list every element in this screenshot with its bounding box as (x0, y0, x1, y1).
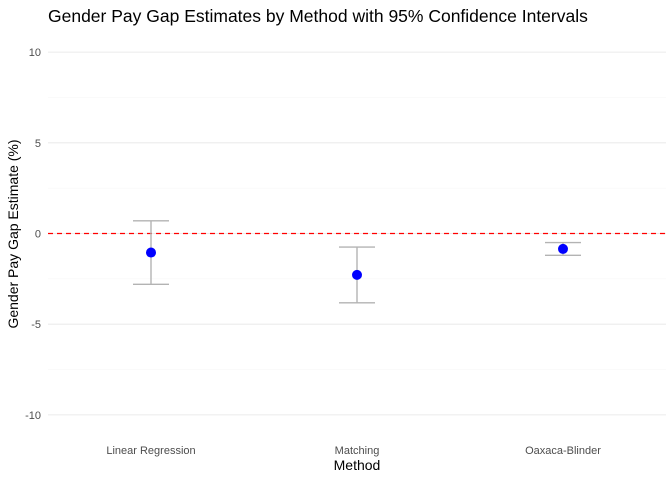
estimate-point (352, 269, 362, 280)
x-axis-title: Method (334, 457, 381, 473)
y-tick-label: -10 (25, 410, 41, 422)
chart-title: Gender Pay Gap Estimates by Method with … (48, 6, 588, 26)
x-tick-label: Matching (335, 445, 380, 457)
x-tick-labels: Linear Regression Matching Oaxaca-Blinder (106, 445, 601, 457)
y-tick-label: 10 (29, 47, 41, 59)
x-tick-label: Linear Regression (106, 445, 195, 457)
y-axis-title: Gender Pay Gap Estimate (%) (5, 139, 21, 328)
y-tick-labels: -10 -5 0 5 10 (25, 47, 41, 422)
estimate-point (146, 247, 156, 258)
y-tick-label: 5 (35, 138, 41, 150)
points (146, 243, 568, 280)
x-tick-label: Oaxaca-Blinder (525, 445, 601, 457)
y-tick-label: 0 (35, 229, 41, 241)
estimate-point (558, 243, 568, 254)
y-tick-label: -5 (31, 319, 41, 331)
